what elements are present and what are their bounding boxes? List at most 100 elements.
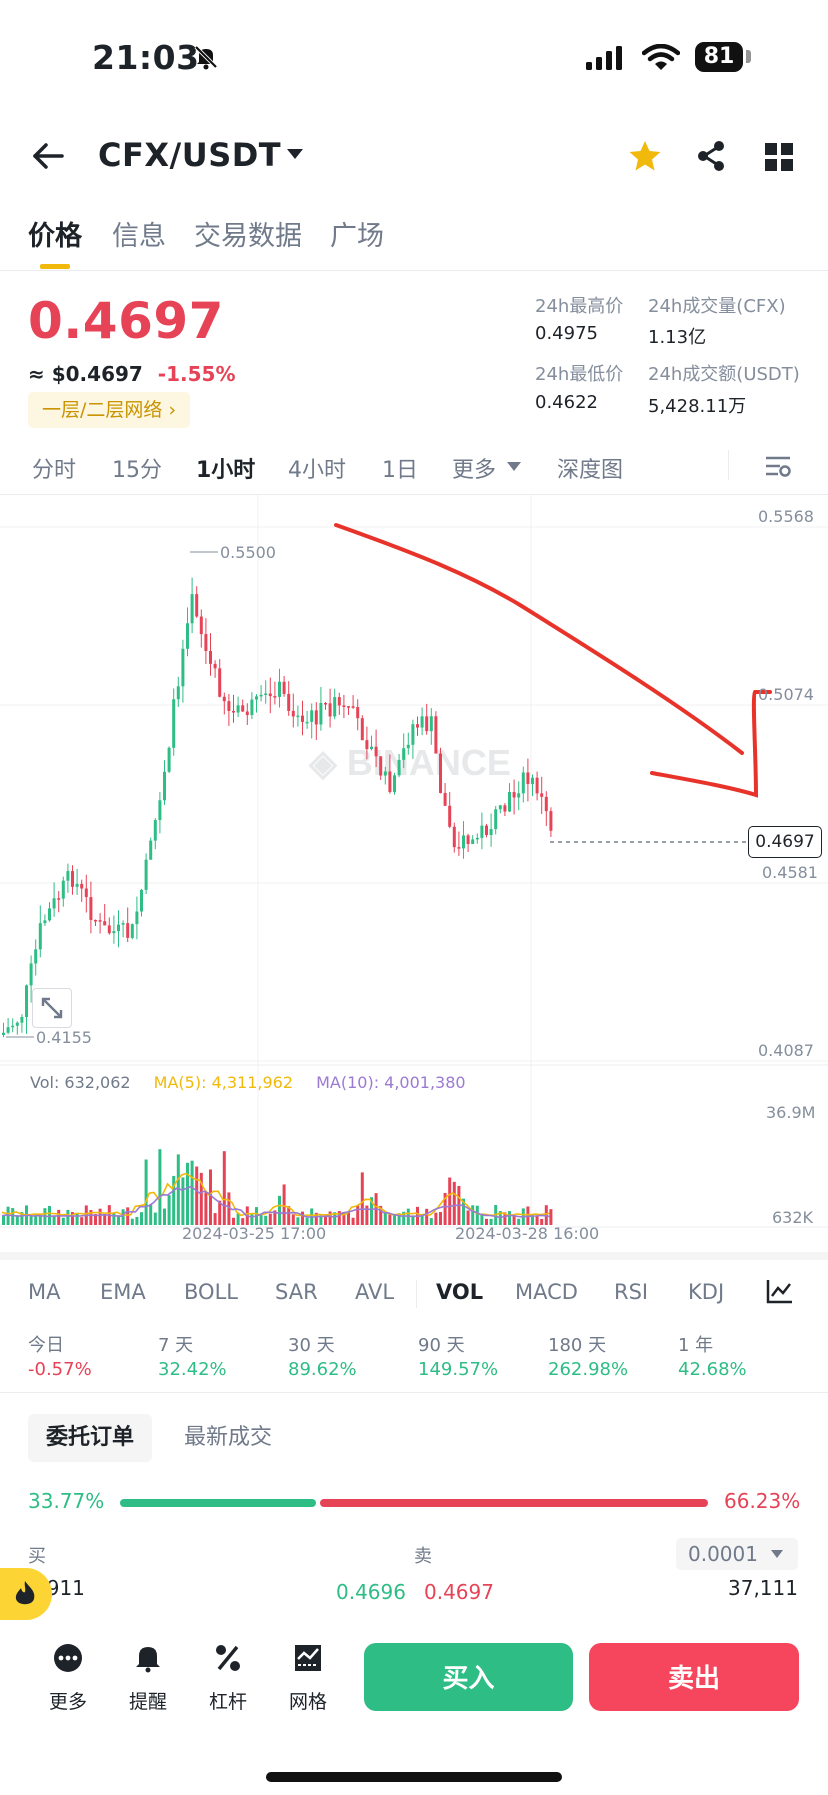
indicator-avl[interactable]: AVL — [355, 1280, 395, 1304]
candle-body — [71, 871, 74, 887]
caret-down-icon[interactable] — [286, 148, 304, 160]
indicator-ema[interactable]: EMA — [100, 1280, 146, 1304]
candle-body — [429, 716, 433, 732]
volume-bar — [402, 1211, 406, 1225]
back-arrow-icon[interactable] — [32, 142, 64, 170]
fullscreen-button[interactable] — [32, 988, 72, 1028]
chart-settings-icon[interactable] — [764, 455, 792, 479]
indicator-macd[interactable]: MACD — [515, 1280, 578, 1304]
bottom-alert[interactable]: 提醒 — [116, 1643, 180, 1714]
candle-body — [296, 715, 300, 718]
volume-bar — [365, 1205, 369, 1225]
candle-body — [503, 805, 507, 812]
indicator-rsi[interactable]: RSI — [614, 1280, 649, 1304]
volume-bar — [181, 1177, 185, 1225]
volume-bar — [218, 1200, 222, 1225]
volume-bar — [462, 1198, 465, 1225]
timeframe-4h[interactable]: 4小时 — [288, 458, 346, 483]
volume-bar — [296, 1217, 300, 1225]
bottom-leverage[interactable]: 杠杆 — [196, 1643, 260, 1714]
share-icon[interactable] — [696, 140, 726, 172]
volume-bar — [508, 1211, 511, 1225]
tab-order-book[interactable]: 委托订单 — [28, 1414, 152, 1462]
volume-bar — [287, 1206, 291, 1225]
volume-bar — [452, 1181, 456, 1225]
volume-bar — [512, 1214, 516, 1225]
sell-button[interactable]: 卖出 — [589, 1643, 799, 1711]
volume-axis-top: 36.9M — [766, 1103, 816, 1122]
timeframe-15m[interactable]: 15分 — [112, 458, 162, 483]
favorite-star-icon[interactable] — [628, 140, 662, 172]
precision-select[interactable]: 0.0001 — [676, 1538, 798, 1570]
candle-body — [521, 772, 525, 794]
candle-body — [485, 825, 488, 836]
tab-latest-trades[interactable]: 最新成交 — [184, 1425, 273, 1450]
buy-button[interactable]: 买入 — [364, 1643, 573, 1711]
candle-body — [356, 707, 360, 719]
candle-body — [480, 825, 484, 838]
volume-bar — [337, 1211, 341, 1225]
volume-bar — [535, 1215, 539, 1225]
indicator-boll[interactable]: BOLL — [184, 1280, 238, 1304]
tab-trading-data[interactable]: 交易数据 — [194, 221, 302, 252]
quick-trade-button[interactable] — [0, 1568, 52, 1620]
volume-bar — [544, 1205, 548, 1225]
volume-bar — [466, 1210, 470, 1225]
volume-bar — [29, 1216, 33, 1225]
pair-title[interactable]: CFX/USDT — [98, 136, 282, 174]
max-price-label: 0.5500 — [220, 543, 276, 562]
candle-body — [397, 759, 401, 776]
volume-bar — [273, 1210, 277, 1225]
bid-price[interactable]: 0.4696 — [336, 1580, 406, 1604]
timeframe-1d[interactable]: 1日 — [382, 458, 418, 483]
candle-body — [319, 702, 323, 725]
performance-value: 89.62% — [288, 1359, 357, 1380]
volume-bar — [11, 1208, 15, 1225]
candle-body — [209, 650, 212, 664]
candle-body — [448, 805, 452, 827]
grid-menu-icon[interactable] — [765, 143, 793, 171]
volume-bar — [222, 1151, 226, 1225]
timeframe-more[interactable]: 更多 — [452, 458, 497, 483]
bottom-grid[interactable]: 网格 — [276, 1643, 340, 1714]
indicator-kdj[interactable]: KDJ — [688, 1280, 725, 1304]
candle-body — [232, 710, 235, 713]
volume-bar — [282, 1184, 286, 1225]
tab-price[interactable]: 价格 — [28, 221, 82, 252]
ask-price[interactable]: 0.4697 — [424, 1580, 494, 1604]
candle-body — [204, 634, 208, 651]
tab-info[interactable]: 信息 — [112, 221, 166, 252]
indicator-sar[interactable]: SAR — [275, 1280, 318, 1304]
volume-bar — [425, 1208, 429, 1225]
indicator-settings-icon[interactable] — [766, 1280, 792, 1304]
candle-body — [278, 681, 281, 697]
timeframe-line[interactable]: 分时 — [32, 458, 77, 483]
candle-body — [167, 747, 171, 772]
candle-body — [75, 883, 79, 887]
current-price-tag: 0.4697 — [748, 826, 822, 858]
volume-bar — [301, 1211, 304, 1225]
candle-body — [172, 699, 176, 748]
more-caret-icon[interactable] — [506, 461, 522, 472]
tab-square[interactable]: 广场 — [330, 221, 384, 252]
indicator-ma[interactable]: MA — [28, 1280, 61, 1304]
bottom-leverage-label: 杠杆 — [208, 1691, 247, 1713]
candle-body — [140, 889, 143, 912]
y-axis-label-1: 0.5568 — [758, 507, 814, 526]
bottom-more[interactable]: 更多 — [36, 1643, 100, 1714]
candle-body — [333, 697, 337, 717]
active-tab-indicator — [40, 264, 70, 269]
more-dots-icon — [54, 1644, 82, 1672]
network-badge[interactable]: 一层/二层网络 › — [28, 392, 191, 428]
candle-body — [540, 793, 544, 797]
timeframe-1h[interactable]: 1小时 — [196, 458, 256, 483]
candle-body — [80, 883, 84, 889]
timeframe-depth[interactable]: 深度图 — [557, 458, 624, 483]
volume-bar — [2, 1215, 5, 1225]
performance-value: -0.57% — [28, 1359, 92, 1380]
volume-bar — [420, 1215, 424, 1225]
price-chart[interactable]: ◈ BINANCE 0.5500 0.4155 2024-03-25 17:00… — [0, 495, 828, 1240]
indicator-vol[interactable]: VOL — [436, 1280, 484, 1304]
volume-bar — [439, 1212, 442, 1225]
candle-body — [126, 923, 130, 938]
